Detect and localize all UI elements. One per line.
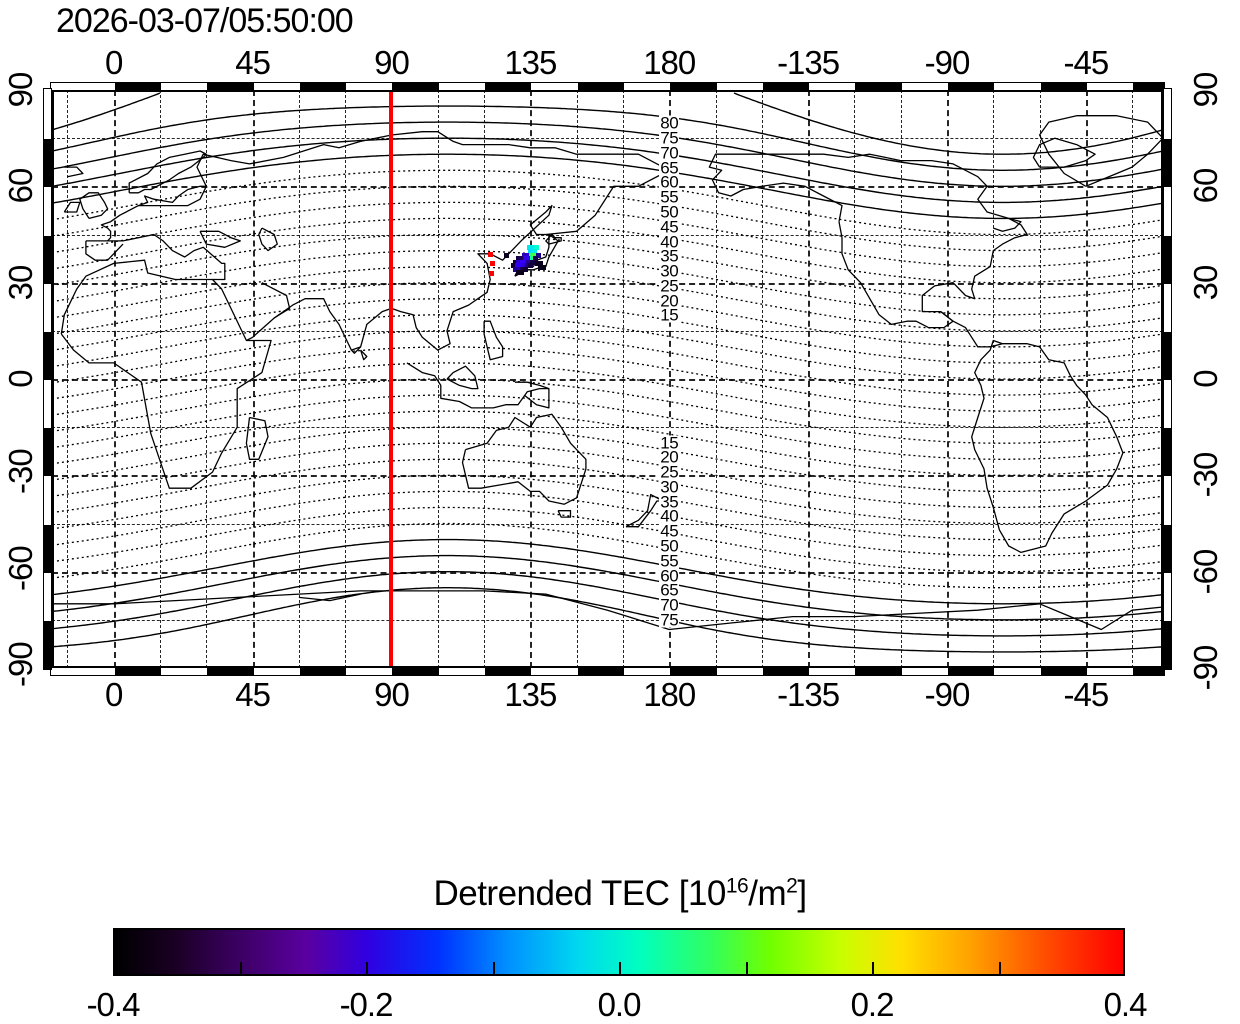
x-tick-label-top: 0 xyxy=(105,44,122,82)
y-tick-label-right: 90 xyxy=(1187,60,1225,120)
colorbar-tick-label: -0.2 xyxy=(340,986,393,1024)
colorbar-tick xyxy=(619,962,621,976)
colorbar-title-main: Detrended TEC [10 xyxy=(433,874,725,913)
x-tick-label-bot: 90 xyxy=(374,676,409,714)
colorbar-title-close: ] xyxy=(797,874,806,913)
y-tick-label-left: 60 xyxy=(2,167,40,205)
x-tick-label-top: -135 xyxy=(777,44,839,82)
colorbar-tick-label: 0.0 xyxy=(598,986,641,1024)
x-tick-label-top: 90 xyxy=(374,44,409,82)
y-tick-label-left: -60 xyxy=(2,553,40,591)
y-tick-label-left: 30 xyxy=(2,264,40,302)
y-tick-label-left: -90 xyxy=(2,649,40,687)
colorbar-tick-label: -0.4 xyxy=(87,986,140,1024)
y-tick-label-right: -30 xyxy=(1187,445,1225,505)
x-tick-label-bot: -45 xyxy=(1063,676,1108,714)
meridian-marker-line xyxy=(389,90,393,668)
tec-pixel xyxy=(541,265,546,270)
x-tick-label-bot: 180 xyxy=(643,676,695,714)
y-tick-label-right: 60 xyxy=(1187,156,1225,216)
x-tick-label-top: 180 xyxy=(643,44,695,82)
x-tick-label-top: -90 xyxy=(925,44,970,82)
map-frame-left xyxy=(43,88,52,670)
colorbar-tick xyxy=(872,962,874,976)
map-frame-right xyxy=(1163,88,1172,670)
x-tick-label-bot: -90 xyxy=(925,676,970,714)
x-tick-label-bot: 45 xyxy=(235,676,270,714)
contour-label: 15 xyxy=(659,308,679,323)
colorbar-title-exponent: 16 xyxy=(726,874,748,897)
colorbar-tick xyxy=(366,962,368,976)
station-marker xyxy=(488,252,493,257)
x-tick-label-top: -45 xyxy=(1063,44,1108,82)
x-tick-label-top: 135 xyxy=(504,44,556,82)
colorbar-tick xyxy=(999,962,1001,976)
y-tick-label-right: -90 xyxy=(1187,638,1225,698)
x-tick-label-bot: -135 xyxy=(777,676,839,714)
y-tick-label-left: 90 xyxy=(2,71,40,109)
y-tick-label-right: 30 xyxy=(1187,253,1225,313)
colorbar-title-exponent2: 2 xyxy=(786,874,797,897)
map-frame-bottom xyxy=(50,667,1165,676)
colorbar-tick xyxy=(493,962,495,976)
y-tick-label-left: -30 xyxy=(2,456,40,494)
station-marker xyxy=(489,271,494,276)
contour-label: 75 xyxy=(659,612,679,627)
station-marker xyxy=(490,261,495,266)
tec-pixel xyxy=(504,253,509,258)
x-tick-label-bot: 135 xyxy=(504,676,556,714)
tec-pixel xyxy=(519,270,524,275)
x-tick-label-bot: 0 xyxy=(105,676,122,714)
colorbar-tick-label: 0.2 xyxy=(851,986,894,1024)
tec-pixel xyxy=(528,263,533,268)
tec-map-plot[interactable]: 8075706560555045403530252015152025303540… xyxy=(52,90,1163,668)
page-title: 2026-03-07/05:50:00 xyxy=(56,2,353,41)
colorbar-tick xyxy=(240,962,242,976)
y-tick-label-right: -60 xyxy=(1187,542,1225,602)
colorbar-title-tail: /m xyxy=(748,874,786,913)
y-tick-label-left: 0 xyxy=(2,360,40,398)
colorbar-tick-label: 0.4 xyxy=(1104,986,1147,1024)
colorbar-tick xyxy=(746,962,748,976)
x-tick-label-top: 45 xyxy=(235,44,270,82)
y-tick-label-right: 0 xyxy=(1187,349,1225,409)
colorbar-title: Detrended TEC [1016/m2] xyxy=(0,874,1240,914)
